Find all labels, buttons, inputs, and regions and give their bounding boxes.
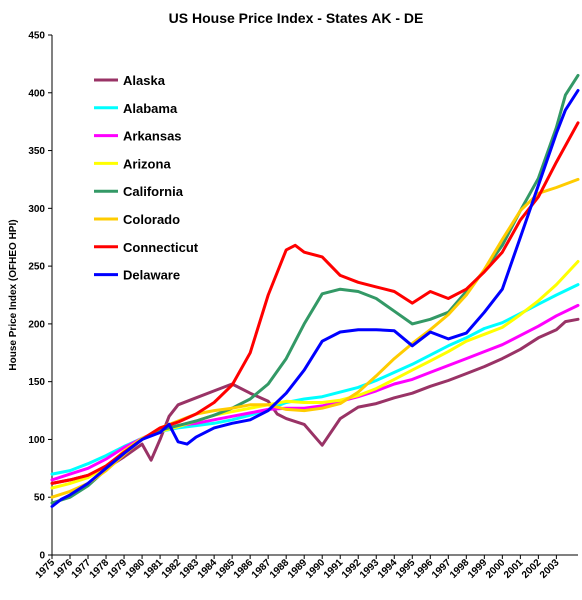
x-tick-label: 1997 xyxy=(430,557,454,581)
legend-label-connecticut: Connecticut xyxy=(123,240,199,255)
x-tick-label: 1989 xyxy=(286,557,310,581)
y-tick-label: 400 xyxy=(28,88,45,99)
y-axis-title: House Price Index (OFHEO HPI) xyxy=(8,219,19,370)
series-line-delaware xyxy=(50,89,580,508)
y-tick-label: 250 xyxy=(28,262,45,273)
series-line-alaska xyxy=(50,317,580,485)
x-tick-label: 1995 xyxy=(394,557,418,581)
x-tick-label: 2001 xyxy=(502,557,526,581)
x-tick-label: 1998 xyxy=(448,557,472,581)
x-tick-label: 1990 xyxy=(304,557,328,581)
x-tick-label: 1986 xyxy=(232,557,256,581)
x-tick-label: 1994 xyxy=(376,557,400,581)
y-tick-label: 0 xyxy=(39,551,45,562)
y-tick-label: 50 xyxy=(34,493,46,504)
legend-label-arizona: Arizona xyxy=(123,156,171,171)
x-tick-label: 2000 xyxy=(484,557,508,581)
legend-label-alaska: Alaska xyxy=(123,73,166,88)
y-tick-label: 100 xyxy=(28,435,45,446)
x-tick-label: 1996 xyxy=(412,557,436,581)
x-tick-label: 1985 xyxy=(214,557,238,581)
legend-label-alabama: Alabama xyxy=(123,101,178,116)
x-tick-label: 1993 xyxy=(358,557,382,581)
x-tick-label: 1983 xyxy=(178,557,202,581)
legend-label-california: California xyxy=(123,184,184,199)
y-tick-label: 350 xyxy=(28,146,45,157)
x-tick-label: 1988 xyxy=(268,557,292,581)
x-tick-label: 1979 xyxy=(106,557,130,581)
legend-label-delaware: Delaware xyxy=(123,268,180,283)
legend: Alaska Alabama Arkansas Arizona California Co… xyxy=(94,73,199,283)
y-axis-ticks: 0 50 100 150 200 250 300 350 400 450 xyxy=(28,31,52,562)
x-tick-label: 1975 xyxy=(34,557,58,581)
y-tick-label: 450 xyxy=(28,31,45,42)
x-tick-label: 1984 xyxy=(196,557,220,581)
x-tick-label: 1987 xyxy=(250,557,274,581)
y-tick-label: 300 xyxy=(28,204,45,215)
x-tick-label: 2003 xyxy=(538,557,562,581)
x-tick-label: 1978 xyxy=(88,557,112,581)
x-tick-label: 1999 xyxy=(466,557,490,581)
x-axis-ticks: 1975197619771978197919801981198219831984… xyxy=(34,555,562,581)
y-tick-label: 150 xyxy=(28,377,45,388)
y-tick-label: 200 xyxy=(28,319,45,330)
x-tick-label: 1991 xyxy=(322,557,346,581)
x-tick-label: 1982 xyxy=(160,557,184,581)
series-lines xyxy=(50,73,580,508)
x-tick-label: 2002 xyxy=(520,557,544,581)
x-tick-label: 1976 xyxy=(52,557,76,581)
legend-label-arkansas: Arkansas xyxy=(123,129,182,144)
chart-title: US House Price Index - States AK - DE xyxy=(169,10,424,26)
x-tick-label: 1992 xyxy=(340,557,364,581)
x-tick-label: 1980 xyxy=(124,557,148,581)
x-tick-label: 1977 xyxy=(70,557,94,581)
x-tick-label: 1981 xyxy=(142,557,166,581)
legend-label-colorado: Colorado xyxy=(123,212,180,227)
